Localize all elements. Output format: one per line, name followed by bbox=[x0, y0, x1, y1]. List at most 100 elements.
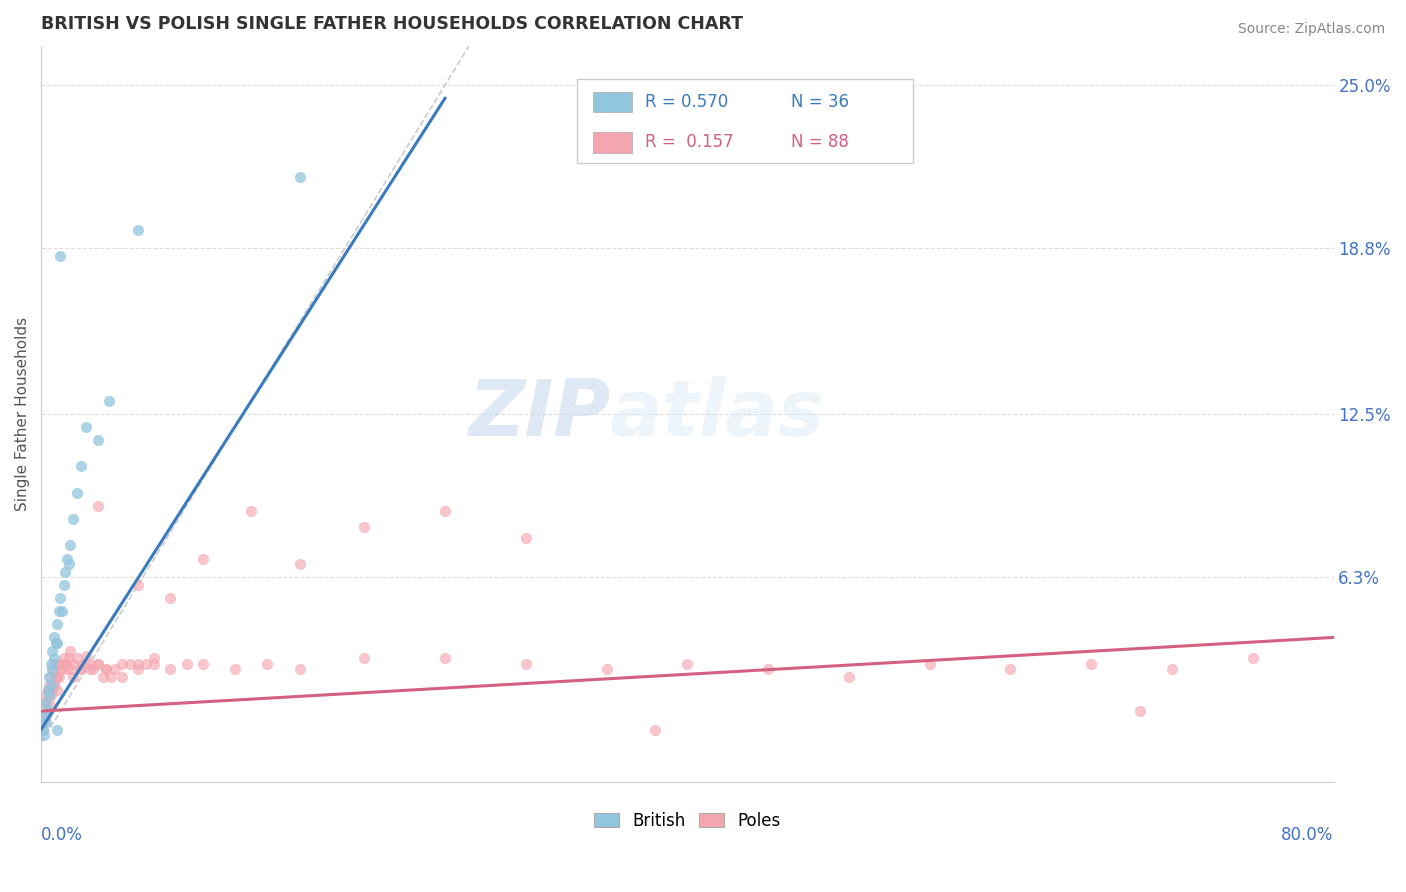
Point bbox=[118, 657, 141, 671]
Point bbox=[433, 504, 456, 518]
Point bbox=[111, 657, 134, 671]
Point bbox=[39, 670, 62, 684]
Legend: British, Poles: British, Poles bbox=[588, 805, 787, 837]
Point bbox=[48, 670, 70, 684]
Point bbox=[62, 512, 84, 526]
Point bbox=[644, 723, 666, 737]
Point bbox=[34, 696, 56, 710]
Point bbox=[62, 657, 84, 671]
Point bbox=[39, 689, 62, 703]
Text: N = 88: N = 88 bbox=[790, 133, 849, 152]
Point bbox=[79, 657, 101, 671]
Point bbox=[39, 683, 62, 698]
Point bbox=[72, 657, 94, 671]
Point bbox=[159, 591, 181, 605]
Point bbox=[94, 662, 117, 676]
Point bbox=[45, 636, 67, 650]
Point bbox=[46, 636, 69, 650]
Point bbox=[111, 670, 134, 684]
Point bbox=[58, 557, 80, 571]
Point bbox=[45, 670, 67, 684]
Point bbox=[86, 433, 108, 447]
Point bbox=[288, 662, 311, 676]
Point bbox=[75, 420, 97, 434]
Point bbox=[38, 689, 60, 703]
Point bbox=[46, 617, 69, 632]
Text: 80.0%: 80.0% bbox=[1281, 826, 1333, 845]
Point bbox=[1000, 662, 1022, 676]
Point bbox=[62, 670, 84, 684]
Text: N = 36: N = 36 bbox=[790, 93, 849, 112]
Point bbox=[97, 393, 120, 408]
Point bbox=[31, 723, 53, 737]
Point bbox=[46, 683, 69, 698]
Text: Source: ZipAtlas.com: Source: ZipAtlas.com bbox=[1237, 22, 1385, 37]
Point bbox=[127, 657, 149, 671]
Point bbox=[46, 723, 69, 737]
Point bbox=[35, 696, 58, 710]
Point bbox=[69, 662, 91, 676]
Point bbox=[595, 662, 617, 676]
Point bbox=[49, 662, 72, 676]
Point bbox=[66, 485, 89, 500]
Bar bbox=[593, 92, 631, 112]
Point bbox=[94, 662, 117, 676]
Point bbox=[127, 578, 149, 592]
Point bbox=[35, 709, 58, 723]
Point bbox=[53, 565, 76, 579]
Point bbox=[38, 689, 60, 703]
Point bbox=[256, 657, 278, 671]
Point bbox=[35, 714, 58, 729]
Point bbox=[288, 557, 311, 571]
Point bbox=[37, 683, 59, 698]
Point bbox=[56, 551, 79, 566]
Point bbox=[31, 709, 53, 723]
Point bbox=[240, 504, 263, 518]
Point bbox=[676, 657, 699, 671]
Point bbox=[41, 662, 63, 676]
Point bbox=[37, 704, 59, 718]
Point bbox=[35, 689, 58, 703]
Point bbox=[31, 723, 53, 737]
Point bbox=[159, 662, 181, 676]
Point bbox=[41, 643, 63, 657]
Point bbox=[53, 657, 76, 671]
Point bbox=[515, 657, 537, 671]
Point bbox=[59, 643, 82, 657]
Point bbox=[39, 657, 62, 671]
Point bbox=[34, 714, 56, 729]
Point bbox=[100, 670, 122, 684]
Point bbox=[49, 249, 72, 263]
Point bbox=[51, 662, 73, 676]
Point bbox=[46, 657, 69, 671]
Point bbox=[38, 678, 60, 692]
Point bbox=[53, 657, 76, 671]
Point bbox=[41, 683, 63, 698]
Point bbox=[37, 683, 59, 698]
Point bbox=[127, 662, 149, 676]
Point bbox=[86, 657, 108, 671]
Point bbox=[56, 662, 79, 676]
Point bbox=[42, 657, 65, 671]
Point bbox=[59, 538, 82, 552]
Point bbox=[86, 657, 108, 671]
Point bbox=[42, 678, 65, 692]
Point bbox=[42, 651, 65, 665]
Point bbox=[1080, 657, 1102, 671]
Point bbox=[135, 657, 157, 671]
Point bbox=[838, 670, 860, 684]
Point bbox=[433, 651, 456, 665]
Point bbox=[82, 662, 104, 676]
Point bbox=[353, 651, 375, 665]
Point bbox=[1241, 651, 1264, 665]
Text: BRITISH VS POLISH SINGLE FATHER HOUSEHOLDS CORRELATION CHART: BRITISH VS POLISH SINGLE FATHER HOUSEHOL… bbox=[41, 15, 744, 33]
Point bbox=[79, 662, 101, 676]
Point bbox=[46, 670, 69, 684]
Point bbox=[288, 170, 311, 185]
Point bbox=[42, 631, 65, 645]
Y-axis label: Single Father Households: Single Father Households bbox=[15, 317, 30, 511]
Point bbox=[191, 551, 214, 566]
Point bbox=[59, 662, 82, 676]
Point bbox=[353, 520, 375, 534]
Point bbox=[127, 223, 149, 237]
